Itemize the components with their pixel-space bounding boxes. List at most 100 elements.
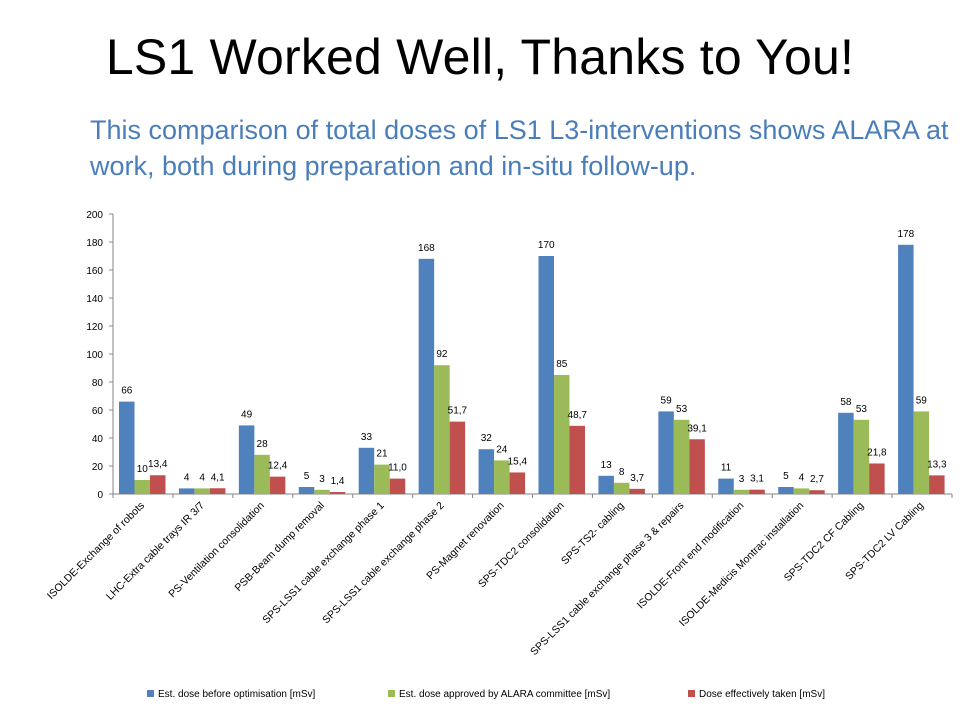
bar bbox=[329, 492, 346, 494]
bar bbox=[689, 439, 705, 494]
bar-data-label: 51,7 bbox=[448, 406, 468, 417]
bar bbox=[374, 464, 390, 494]
bar bbox=[254, 454, 270, 494]
bar bbox=[733, 489, 750, 494]
bar-data-label: 53 bbox=[856, 404, 868, 415]
bar-data-label: 21 bbox=[376, 449, 388, 460]
bar-data-label: 1,4 bbox=[331, 476, 345, 487]
bar bbox=[150, 475, 166, 494]
bar-data-label: 3,1 bbox=[750, 474, 764, 485]
bar bbox=[793, 488, 810, 494]
bar bbox=[509, 472, 526, 494]
bar bbox=[913, 411, 930, 494]
bar bbox=[629, 488, 645, 494]
y-tick-label: 140 bbox=[86, 294, 103, 305]
x-category-label: ISOLDE-Front end modification bbox=[635, 500, 747, 612]
bar-data-label: 5 bbox=[304, 471, 310, 482]
bar bbox=[538, 256, 554, 494]
legend-entry: Dose effectively taken [mSv] bbox=[699, 689, 825, 700]
bar bbox=[298, 487, 315, 494]
bar-data-label: 49 bbox=[241, 409, 253, 420]
bar-data-label: 4 bbox=[184, 472, 190, 483]
bar-data-label: 3 bbox=[739, 474, 745, 485]
bar bbox=[569, 425, 585, 494]
y-tick-label: 160 bbox=[86, 266, 103, 277]
bar bbox=[673, 419, 690, 494]
y-tick-label: 180 bbox=[86, 238, 103, 249]
legend-entry: Est. dose before optimisation [mSv] bbox=[158, 689, 316, 700]
bar-data-label: 24 bbox=[496, 444, 508, 455]
y-tick-label: 200 bbox=[86, 210, 103, 221]
bar-data-label: 3 bbox=[319, 474, 325, 485]
bar-data-label: 4 bbox=[799, 472, 805, 483]
bar bbox=[838, 412, 854, 494]
y-tick-label: 20 bbox=[92, 462, 104, 473]
bar-data-label: 13,4 bbox=[148, 459, 168, 470]
x-category-label: PS-Ventilation consolidation bbox=[166, 500, 267, 601]
bar-data-label: 15,4 bbox=[508, 456, 528, 467]
slide-title: LS1 Worked Well, Thanks to You! bbox=[105, 29, 855, 85]
bar-data-label: 11,0 bbox=[388, 463, 407, 474]
bar-data-label: 13 bbox=[601, 460, 613, 471]
x-category-label: SPS-LSS1 cable exchange phase 2 bbox=[320, 500, 447, 627]
bar-data-label: 21,8 bbox=[867, 447, 887, 458]
bar bbox=[314, 489, 330, 494]
bar-data-label: 3,7 bbox=[630, 473, 644, 484]
bar bbox=[898, 244, 914, 494]
bar bbox=[778, 487, 794, 494]
y-tick-label: 0 bbox=[97, 490, 103, 501]
bar bbox=[749, 489, 765, 494]
x-category-label: ISOLDE-Medicis Montrac installation bbox=[677, 500, 806, 629]
bar-data-label: 59 bbox=[661, 395, 673, 406]
bar-data-label: 12,4 bbox=[268, 461, 288, 472]
bar bbox=[613, 482, 630, 494]
x-category-label: LHC-Extra cable trays IR 3/7 bbox=[104, 500, 207, 603]
bar-data-label: 178 bbox=[897, 229, 914, 240]
bar-data-label: 32 bbox=[481, 433, 493, 444]
bar bbox=[194, 488, 210, 494]
bar-data-label: 2,7 bbox=[810, 474, 824, 485]
x-category-label: SPS-TS2- cabling bbox=[559, 500, 627, 568]
slide-subtitle: This comparison of total doses of LS1 L3… bbox=[90, 115, 949, 181]
bar bbox=[494, 460, 510, 494]
bar bbox=[554, 375, 570, 494]
bar-data-label: 39,1 bbox=[687, 423, 707, 434]
bar-data-label: 85 bbox=[556, 359, 568, 370]
bar-data-label: 48,7 bbox=[568, 410, 588, 421]
y-tick-label: 60 bbox=[92, 406, 104, 417]
bar bbox=[809, 490, 825, 494]
bar bbox=[358, 447, 375, 494]
bar bbox=[119, 401, 135, 494]
bar bbox=[449, 421, 466, 494]
x-category-label: SPS-LSS1 cable exchange phase 1 bbox=[260, 500, 387, 627]
bar bbox=[134, 480, 150, 494]
bar bbox=[238, 425, 255, 494]
bar bbox=[853, 419, 870, 494]
bar-data-label: 28 bbox=[257, 439, 269, 450]
y-tick-label: 40 bbox=[92, 434, 104, 445]
legend-swatch bbox=[688, 690, 695, 697]
y-tick-label: 120 bbox=[86, 322, 103, 333]
bar-data-label: 59 bbox=[916, 395, 928, 406]
bar-data-label: 4,1 bbox=[211, 472, 225, 483]
bar-data-label: 66 bbox=[121, 386, 133, 397]
bar-data-label: 10 bbox=[137, 464, 149, 475]
bar bbox=[869, 463, 885, 494]
legend-entry: Est. dose approved by ALARA committee [m… bbox=[399, 689, 610, 700]
bar-data-label: 33 bbox=[361, 432, 373, 443]
y-tick-label: 80 bbox=[92, 378, 104, 389]
bar bbox=[478, 449, 495, 494]
bar bbox=[658, 411, 674, 494]
bar bbox=[389, 478, 406, 494]
bar-data-label: 53 bbox=[676, 404, 688, 415]
bar bbox=[418, 258, 435, 494]
legend-swatch bbox=[388, 690, 395, 697]
bar-data-label: 5 bbox=[783, 471, 789, 482]
x-category-label: ISOLDE-Exchange of robots bbox=[45, 500, 147, 602]
bar bbox=[598, 475, 614, 494]
bar-data-label: 8 bbox=[619, 467, 625, 478]
bar bbox=[718, 478, 734, 494]
bar bbox=[178, 488, 195, 494]
bar-data-label: 170 bbox=[538, 240, 555, 251]
